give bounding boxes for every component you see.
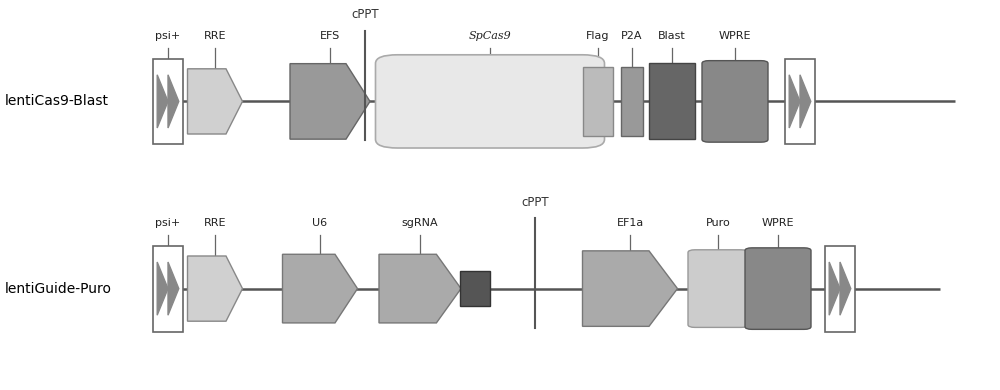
Polygon shape (188, 256, 242, 321)
Text: WPRE: WPRE (719, 31, 751, 41)
Text: Blast: Blast (658, 31, 686, 41)
Polygon shape (789, 75, 800, 128)
Text: P2A: P2A (621, 31, 643, 41)
Text: lentiGuide-Puro: lentiGuide-Puro (5, 282, 112, 296)
Polygon shape (283, 254, 358, 323)
Bar (583, 67, 613, 136)
Text: EF1a: EF1a (616, 218, 644, 228)
Polygon shape (188, 69, 242, 134)
Bar (153, 246, 183, 332)
Text: cPPT: cPPT (521, 196, 549, 209)
Polygon shape (829, 262, 840, 315)
Polygon shape (157, 262, 168, 315)
Polygon shape (168, 262, 179, 315)
Polygon shape (290, 64, 370, 139)
Bar (621, 67, 643, 136)
Bar (649, 63, 695, 140)
Text: EFS: EFS (320, 31, 340, 41)
FancyBboxPatch shape (745, 248, 811, 329)
Text: cPPT: cPPT (351, 9, 379, 21)
Text: sgRNA: sgRNA (402, 218, 438, 228)
Bar (460, 271, 490, 306)
Polygon shape (157, 75, 168, 128)
Text: RRE: RRE (204, 218, 226, 228)
Polygon shape (800, 75, 811, 128)
Text: SpCas9: SpCas9 (469, 31, 511, 41)
FancyBboxPatch shape (702, 60, 768, 142)
FancyBboxPatch shape (688, 250, 748, 328)
Text: Flag: Flag (586, 31, 610, 41)
Polygon shape (379, 254, 461, 323)
Polygon shape (168, 75, 179, 128)
FancyBboxPatch shape (375, 55, 604, 148)
Polygon shape (582, 251, 678, 326)
Text: RRE: RRE (204, 31, 226, 41)
Polygon shape (840, 262, 851, 315)
Text: psi+: psi+ (155, 31, 181, 41)
Bar (153, 58, 183, 144)
Text: WPRE: WPRE (762, 218, 794, 228)
Bar (825, 246, 855, 332)
Bar (785, 58, 815, 144)
Text: U6: U6 (312, 218, 328, 228)
Text: Puro: Puro (706, 218, 730, 228)
Text: psi+: psi+ (155, 218, 181, 228)
Text: lentiCas9-Blast: lentiCas9-Blast (5, 94, 109, 108)
